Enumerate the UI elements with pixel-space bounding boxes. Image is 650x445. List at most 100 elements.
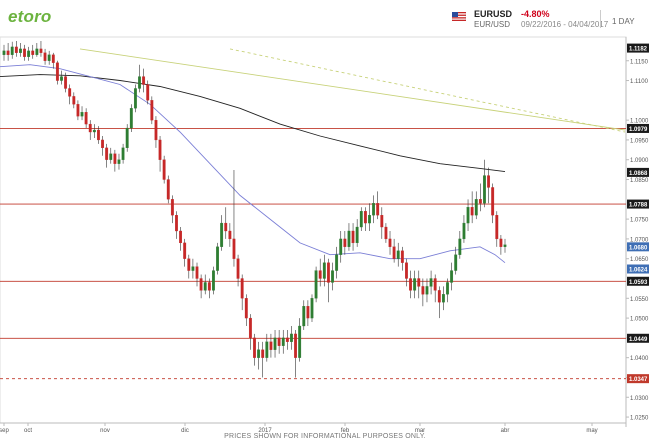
candle [51, 52, 55, 69]
candle [363, 207, 367, 231]
candle-body [335, 254, 339, 271]
candle [368, 203, 371, 231]
candle [212, 266, 215, 295]
candle [72, 92, 76, 109]
candle [109, 147, 113, 164]
price-tag: 1.1182 [627, 43, 649, 53]
candle [142, 68, 146, 93]
candle [183, 238, 187, 267]
candle-body [298, 325, 302, 358]
candle-body [322, 262, 326, 279]
candle-body [97, 129, 100, 141]
candle [503, 238, 507, 253]
candle-body [154, 119, 158, 141]
candle [281, 329, 285, 354]
candle [68, 84, 72, 105]
candle-body [437, 290, 441, 303]
candle [121, 143, 125, 164]
y-tick-label: 1.0250 [630, 416, 649, 422]
candle [31, 44, 35, 59]
candle-body [113, 153, 117, 164]
candle-body [105, 147, 109, 160]
candle [232, 170, 236, 267]
candle-body [355, 226, 359, 244]
candle [265, 333, 269, 362]
candle-body [158, 139, 162, 160]
candle [248, 314, 252, 350]
etoro-logo[interactable]: etoro [8, 7, 52, 26]
candle-body [248, 317, 252, 339]
candle [166, 175, 170, 204]
candle-body [483, 175, 486, 204]
instrument-symbol[interactable]: EURUSD [474, 9, 513, 19]
candle [495, 211, 499, 247]
candle-body [450, 270, 454, 283]
candle-body [47, 54, 51, 61]
candle-body [138, 76, 141, 89]
price-tag-label: 1.0979 [629, 127, 648, 133]
candle-body [285, 337, 289, 342]
candle-body [294, 333, 297, 358]
candle-body [183, 242, 187, 259]
moving-average-short [0, 64, 506, 264]
candle-body [388, 238, 392, 247]
candle-body [39, 48, 43, 53]
candle-body [191, 266, 195, 271]
candle [405, 258, 408, 287]
candle-body [409, 278, 412, 291]
candle-body [396, 250, 400, 259]
candle [388, 230, 392, 255]
x-tick-label: sep [0, 428, 9, 434]
candle [290, 326, 293, 350]
candle-body [35, 48, 39, 55]
candle-body [318, 270, 322, 279]
candle-body [23, 48, 26, 57]
candle [117, 153, 121, 170]
percent-change: -4.80% [521, 9, 550, 19]
price-tag-label: 1.0868 [629, 171, 648, 177]
candle-body [478, 199, 482, 204]
candle [138, 64, 141, 93]
candle-body [88, 123, 92, 133]
price-tag: 1.0979 [627, 123, 649, 133]
y-tick-label: 1.0750 [630, 218, 649, 224]
x-tick-label: 2017 [258, 428, 272, 434]
candle [359, 207, 363, 231]
candle [355, 219, 359, 247]
candle-body [220, 222, 224, 247]
candle-body [240, 278, 244, 299]
chart-header: etoro EURUSD EUR/USD -4.80% 09/22/2016 -… [0, 0, 650, 34]
price-tag-label: 1.0449 [629, 337, 648, 343]
candle [216, 242, 219, 275]
candle-body [232, 238, 236, 259]
trend-line [79, 48, 626, 131]
candle [269, 333, 273, 358]
price-tag: 1.0347 [627, 374, 649, 384]
candle [499, 234, 503, 255]
candle-body [51, 54, 55, 63]
candle-body [454, 254, 458, 271]
candle [446, 278, 449, 303]
candle-body [117, 159, 121, 164]
candle [187, 254, 191, 279]
candle [302, 300, 306, 330]
candle-body [347, 230, 351, 247]
candle-body [269, 341, 273, 350]
price-tag-box [627, 264, 649, 274]
candle-body [146, 84, 150, 101]
candle [35, 42, 39, 57]
candle-body [212, 270, 215, 291]
timeframe-label[interactable]: 1 DAY [612, 17, 635, 26]
candle-body [421, 286, 425, 295]
candle-body [195, 266, 199, 279]
candle-body [339, 238, 343, 255]
candle-body [6, 50, 10, 55]
candle-body [326, 262, 330, 283]
candle-body [277, 337, 281, 346]
candle [483, 159, 486, 208]
trend-line-dashed [229, 48, 626, 133]
x-tick-label: dic [181, 428, 189, 434]
candle [220, 215, 224, 251]
candle [19, 42, 22, 57]
